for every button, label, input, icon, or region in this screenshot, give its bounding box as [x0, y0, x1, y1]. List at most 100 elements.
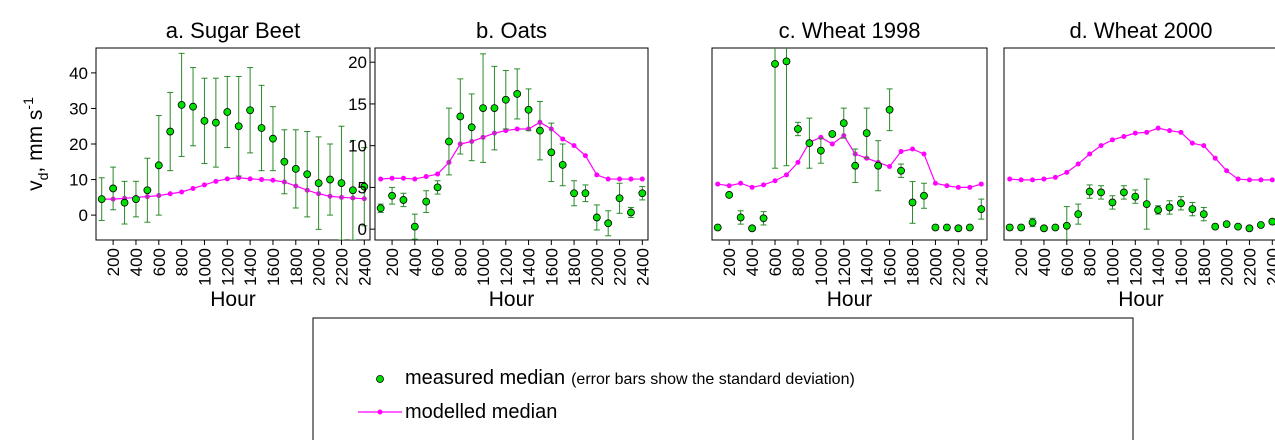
- measured-point: [954, 224, 963, 233]
- model-point: [1224, 168, 1230, 174]
- measured-point: [1051, 223, 1060, 232]
- model-point: [201, 182, 207, 188]
- x-tick-label: 2400: [633, 248, 652, 286]
- model-point: [560, 136, 566, 142]
- panel-title: d. Wheat 2000: [1069, 18, 1212, 43]
- measured-point: [1005, 223, 1014, 232]
- model-point: [715, 181, 721, 187]
- measured-point: [942, 223, 951, 232]
- panel-title: a. Sugar Beet: [166, 18, 301, 43]
- measured-point: [862, 129, 871, 138]
- measured-point: [1165, 203, 1174, 212]
- measured-point: [615, 194, 624, 203]
- model-point: [1178, 129, 1184, 135]
- model-point: [726, 183, 732, 189]
- legend-entry: measured median (error bars show the stan…: [405, 367, 855, 389]
- measured-point: [1040, 224, 1048, 233]
- x-tick-label: 1400: [1149, 248, 1168, 286]
- y-tick-label: 0: [79, 206, 88, 225]
- plot-frame: [711, 47, 988, 241]
- model-point: [1030, 177, 1036, 183]
- model-point: [1212, 155, 1218, 161]
- x-tick-label: 800: [451, 248, 470, 276]
- measured-point: [189, 102, 197, 111]
- model-point: [955, 184, 961, 190]
- model-point: [224, 176, 230, 182]
- x-tick-label: 800: [173, 248, 192, 276]
- measured-point: [154, 161, 163, 170]
- measured-point: [303, 170, 312, 179]
- measured-point: [132, 195, 140, 204]
- measured-point: [1028, 218, 1037, 227]
- model-point: [179, 189, 185, 195]
- model-point: [887, 164, 893, 170]
- measured-point: [1199, 210, 1208, 219]
- model-point: [378, 176, 384, 182]
- measured-point: [1097, 188, 1105, 197]
- measured-point: [581, 189, 590, 198]
- y-tick-label: 20: [69, 135, 88, 154]
- model-point: [829, 141, 835, 147]
- model-point: [1269, 177, 1275, 183]
- x-tick-label: 200: [383, 248, 402, 276]
- model-point: [795, 159, 801, 165]
- measured-point: [1074, 210, 1083, 219]
- legend-box: [312, 317, 1134, 440]
- measured-point: [558, 160, 567, 169]
- model-point: [247, 176, 253, 182]
- x-tick-label: 1600: [264, 248, 283, 286]
- x-tick-label: 200: [1012, 248, 1031, 276]
- x-tick-label: 1200: [218, 248, 237, 286]
- panel-title: b. Oats: [476, 18, 547, 43]
- measured-point: [269, 134, 277, 143]
- x-tick-label: 2000: [588, 248, 607, 286]
- x-tick-label: 400: [406, 248, 425, 276]
- measured-point: [291, 164, 300, 173]
- measured-point: [337, 179, 346, 188]
- plot-area: [713, 48, 986, 233]
- measured-point: [1188, 205, 1197, 214]
- measured-point: [570, 189, 578, 198]
- model-point: [1235, 176, 1241, 182]
- x-tick-label: 1200: [497, 248, 516, 286]
- x-tick-label: 2200: [611, 248, 630, 286]
- x-tick-label: 400: [1035, 248, 1054, 276]
- x-tick-label: 2400: [972, 248, 991, 286]
- model-point: [783, 172, 789, 178]
- measured-point: [1131, 192, 1140, 201]
- measured-point: [166, 127, 175, 136]
- model-point: [1121, 133, 1127, 139]
- measured-point: [1234, 222, 1242, 231]
- measured-point: [524, 105, 533, 114]
- model-point: [898, 149, 904, 155]
- measured-point: [759, 214, 768, 223]
- y-axis-label: vd, mm s-1: [20, 97, 51, 191]
- measured-point: [931, 223, 940, 232]
- error-bar: [772, 48, 779, 169]
- legend-note: (error bars show the standard deviation): [571, 371, 855, 388]
- model-line: [717, 134, 982, 189]
- measured-point: [211, 118, 220, 127]
- measured-point: [490, 104, 499, 113]
- measured-point: [920, 191, 928, 200]
- model-point: [1201, 143, 1207, 149]
- model-point: [978, 181, 984, 187]
- model-point: [423, 174, 429, 180]
- x-tick-label: 1400: [520, 248, 539, 286]
- model-point: [400, 175, 406, 181]
- x-tick-label: 800: [789, 248, 808, 276]
- model-point: [1246, 177, 1252, 183]
- measured-point: [536, 126, 544, 135]
- model-point: [1258, 177, 1264, 183]
- x-tick-label: 400: [127, 248, 146, 276]
- measured-point: [1256, 221, 1265, 229]
- x-tick-label: 1000: [812, 248, 831, 286]
- model-point: [571, 143, 577, 149]
- measured-point: [422, 197, 431, 206]
- measured-point: [97, 195, 106, 204]
- measured-point: [234, 122, 243, 131]
- x-tick-label: 200: [104, 248, 123, 276]
- measured-point: [604, 219, 613, 228]
